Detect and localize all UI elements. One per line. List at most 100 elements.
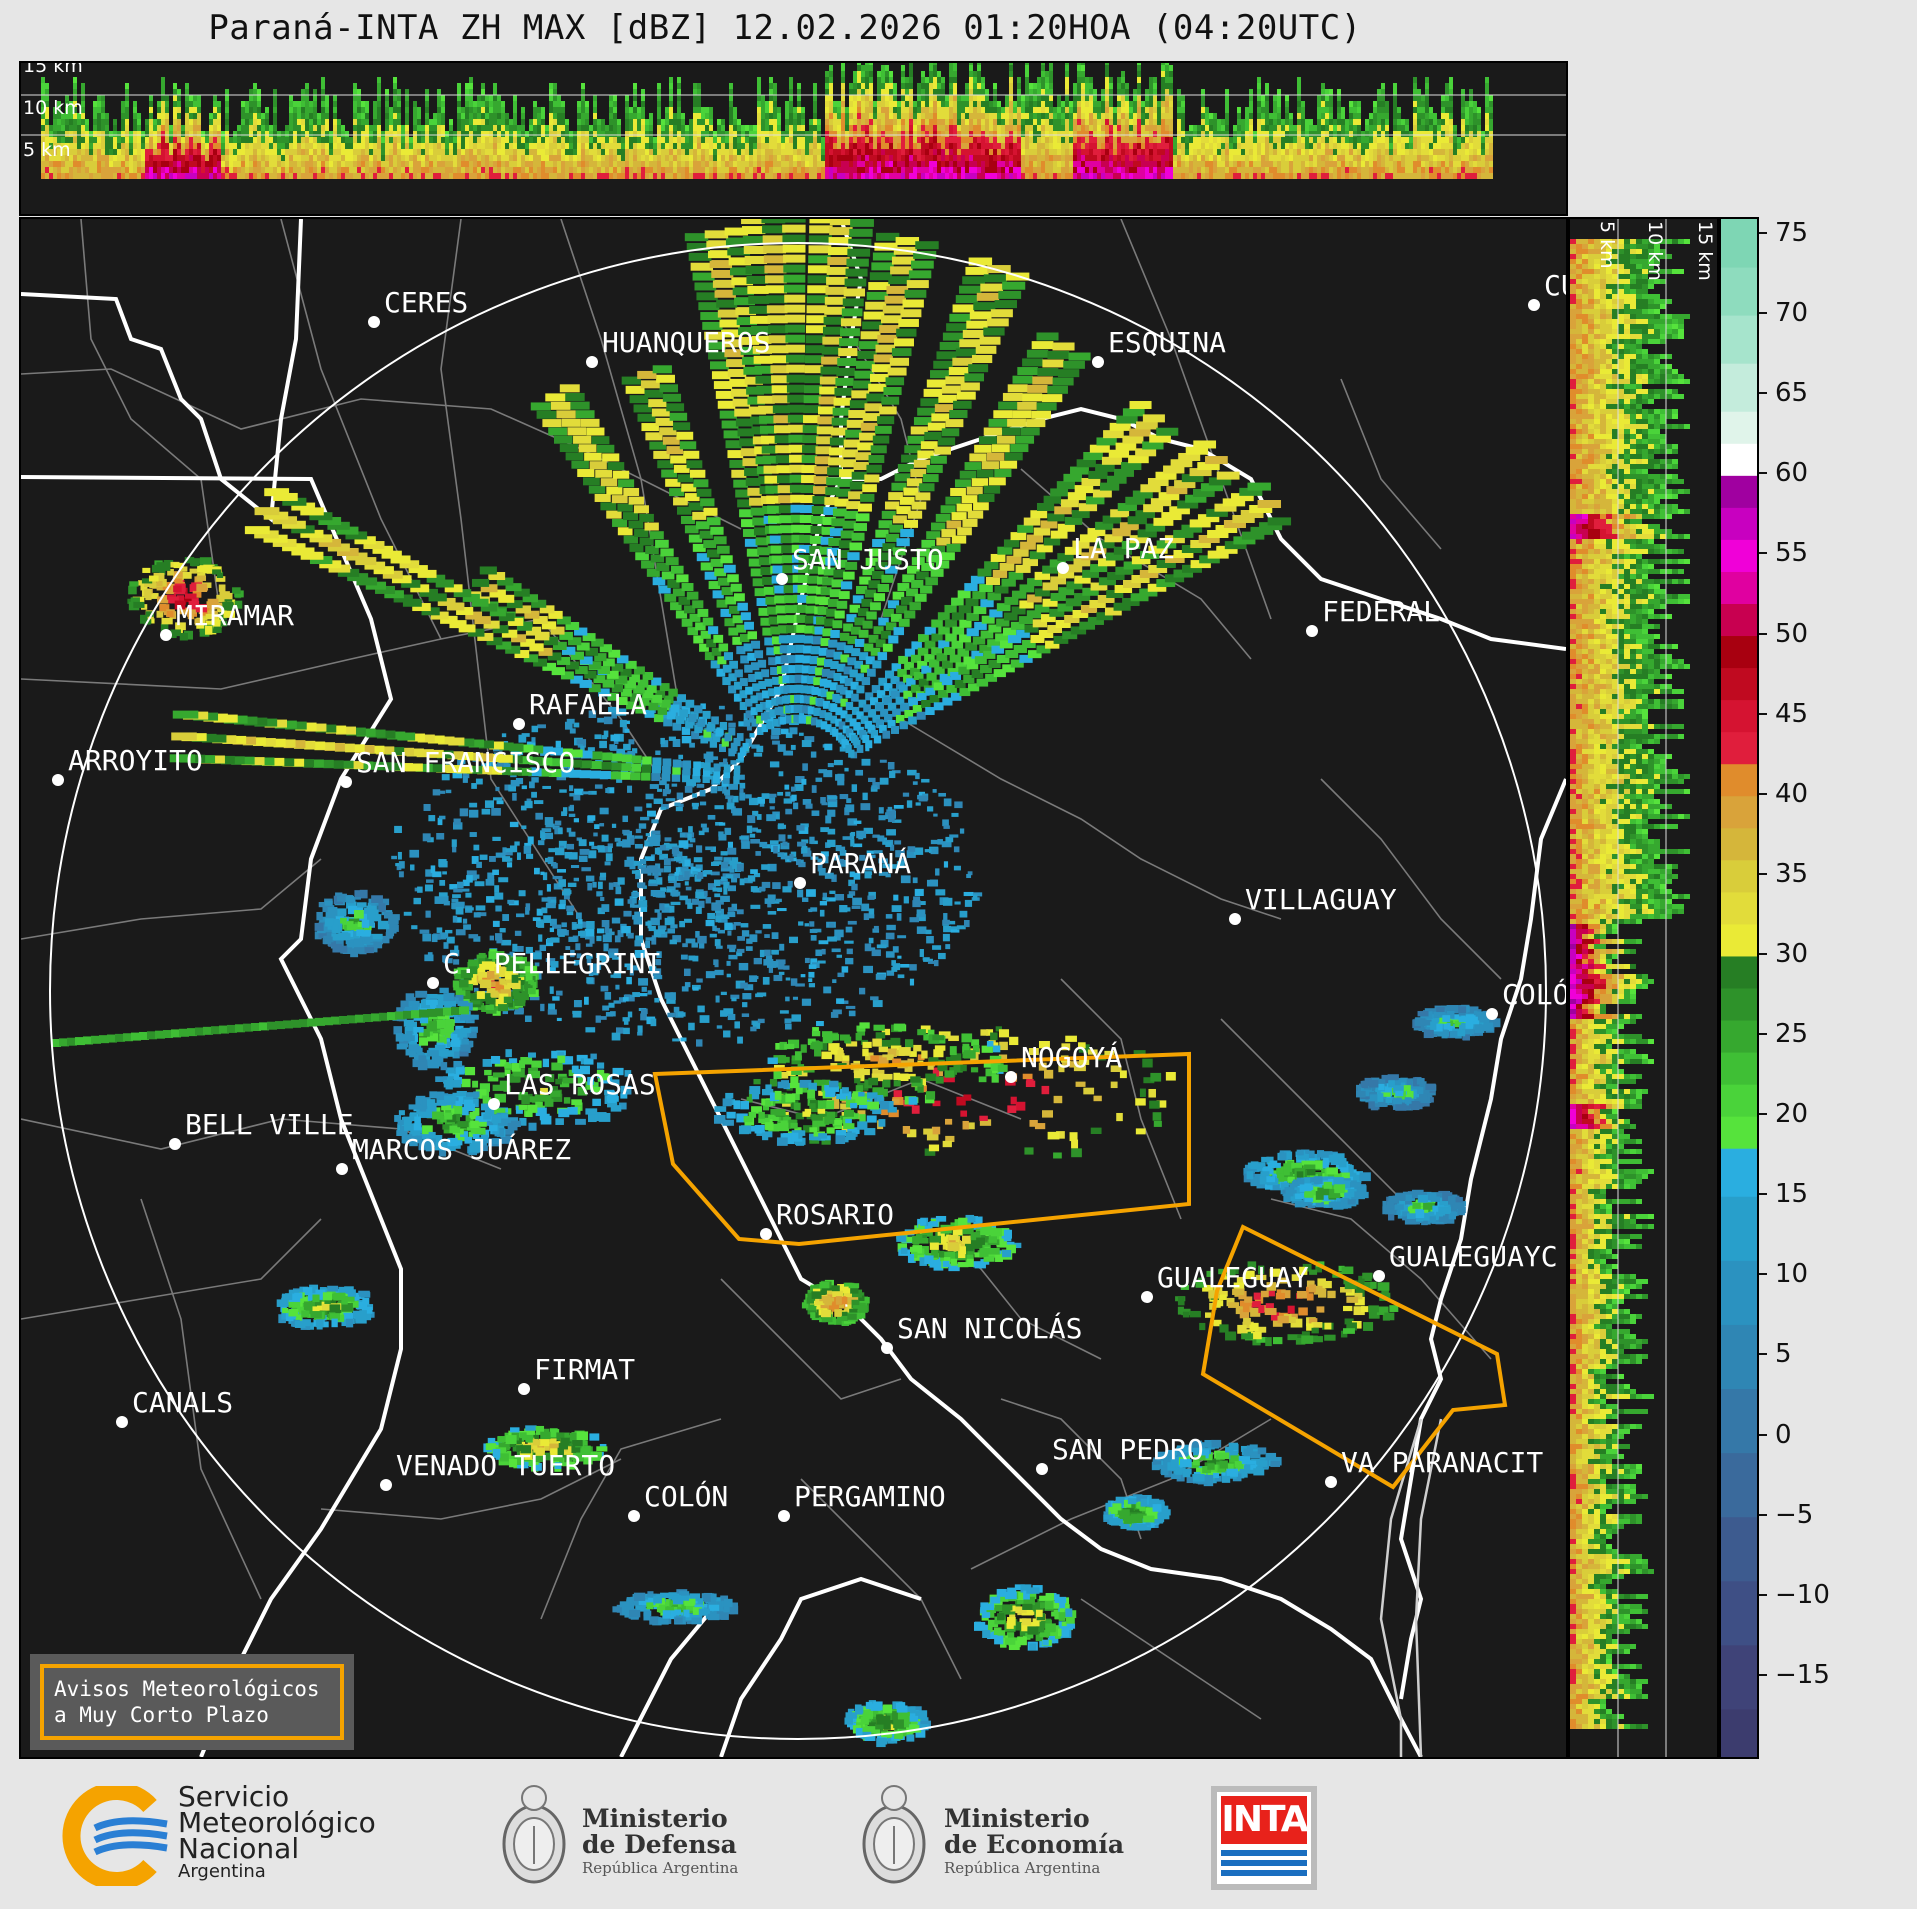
top-echo-cell	[1277, 167, 1281, 173]
top-echo-cell	[1293, 161, 1297, 167]
top-echo-cell	[81, 119, 85, 125]
top-echo-cell	[617, 125, 621, 131]
top-echo-cell	[1045, 71, 1049, 77]
top-echo-cell	[525, 155, 529, 161]
top-echo-cell	[925, 155, 929, 161]
top-echo-cell	[233, 131, 237, 137]
top-echo-cell	[405, 143, 409, 149]
top-echo-cell	[217, 119, 221, 125]
top-echo-cell	[1261, 107, 1265, 113]
top-echo-cell	[265, 149, 269, 155]
top-echo-cell	[293, 119, 297, 125]
top-echo-cell	[877, 143, 881, 149]
top-echo-cell	[549, 95, 553, 101]
top-echo-cell	[261, 137, 265, 143]
top-echo-cell	[313, 173, 317, 179]
top-echo-cell	[1457, 137, 1461, 143]
top-echo-cell	[1361, 137, 1365, 143]
top-echo-cell	[1481, 155, 1485, 161]
top-echo-cell	[577, 167, 581, 173]
top-echo-cell	[169, 137, 173, 143]
top-echo-cell	[1181, 149, 1185, 155]
top-echo-cell	[1273, 155, 1277, 161]
top-echo-cell	[385, 173, 389, 179]
top-echo-cell	[1393, 89, 1397, 95]
top-echo-cell	[1421, 125, 1425, 131]
top-echo-cell	[193, 155, 197, 161]
top-echo-cell	[361, 161, 365, 167]
top-echo-cell	[677, 101, 681, 107]
top-echo-cell	[969, 173, 973, 179]
top-echo-cell	[861, 113, 865, 119]
echo-cell	[561, 922, 567, 928]
top-echo-cell	[1225, 113, 1229, 119]
top-echo-cell	[233, 167, 237, 173]
top-echo-cell	[1469, 149, 1473, 155]
top-echo-cell	[625, 95, 629, 101]
top-echo-cell	[121, 155, 125, 161]
top-echo-cell	[501, 143, 505, 149]
top-echo-cell	[981, 131, 985, 137]
top-echo-cell	[977, 143, 981, 149]
top-echo-cell	[669, 107, 673, 113]
top-echo-cell	[805, 137, 809, 143]
top-echo-cell	[361, 119, 365, 125]
top-echo-cell	[89, 149, 93, 155]
top-echo-cell	[1393, 161, 1397, 167]
top-echo-cell	[1037, 137, 1041, 143]
top-echo-cell	[701, 119, 705, 125]
top-echo-cell	[1145, 143, 1149, 149]
top-echo-cell	[61, 173, 65, 179]
top-echo-cell	[1241, 119, 1245, 125]
top-echo-cell	[729, 95, 733, 101]
top-echo-cell	[553, 89, 557, 95]
top-echo-cell	[541, 149, 545, 155]
top-echo-cell	[1381, 149, 1385, 155]
top-echo-cell	[657, 149, 661, 155]
top-echo-cell	[877, 125, 881, 131]
top-echo-cell	[617, 119, 621, 125]
top-echo-cell	[825, 89, 829, 95]
top-echo-cell	[629, 137, 633, 143]
top-echo-cell	[41, 131, 45, 137]
top-echo-cell	[533, 107, 537, 113]
top-echo-cell	[973, 161, 977, 167]
echo-cell	[628, 739, 635, 745]
top-echo-cell	[101, 125, 105, 131]
top-echo-cell	[321, 143, 325, 149]
top-echo-cell	[253, 131, 257, 137]
top-echo-cell	[293, 137, 297, 143]
top-echo-cell	[1081, 113, 1085, 119]
top-echo-cell	[993, 119, 997, 125]
top-echo-cell	[1449, 77, 1453, 83]
top-echo-cell	[725, 137, 729, 143]
top-echo-cell	[49, 173, 53, 179]
top-echo-cell	[941, 89, 945, 95]
top-echo-cell	[1121, 113, 1125, 119]
top-echo-cell	[693, 149, 697, 155]
top-echo-cell	[1325, 137, 1329, 143]
top-echo-cell	[281, 137, 285, 143]
top-echo-cell	[497, 131, 501, 137]
top-echo-cell	[669, 173, 673, 179]
top-echo-cell	[657, 167, 661, 173]
top-echo-cell	[1469, 101, 1473, 107]
top-echo-cell	[905, 77, 909, 83]
echo-cell	[585, 1027, 596, 1033]
top-echo-cell	[1433, 161, 1437, 167]
top-echo-cell	[505, 161, 509, 167]
top-echo-cell	[1089, 89, 1093, 95]
top-echo-cell	[797, 113, 801, 119]
top-echo-cell	[541, 107, 545, 113]
top-echo-cell	[1125, 173, 1129, 179]
top-echo-cell	[865, 77, 869, 83]
top-echo-cell	[925, 77, 929, 83]
top-echo-cell	[405, 101, 409, 107]
top-echo-cell	[749, 155, 753, 161]
top-echo-cell	[953, 161, 957, 167]
top-echo-cell	[1321, 95, 1325, 101]
top-echo-cell	[77, 167, 81, 173]
top-echo-cell	[461, 113, 465, 119]
top-echo-cell	[1453, 143, 1457, 149]
